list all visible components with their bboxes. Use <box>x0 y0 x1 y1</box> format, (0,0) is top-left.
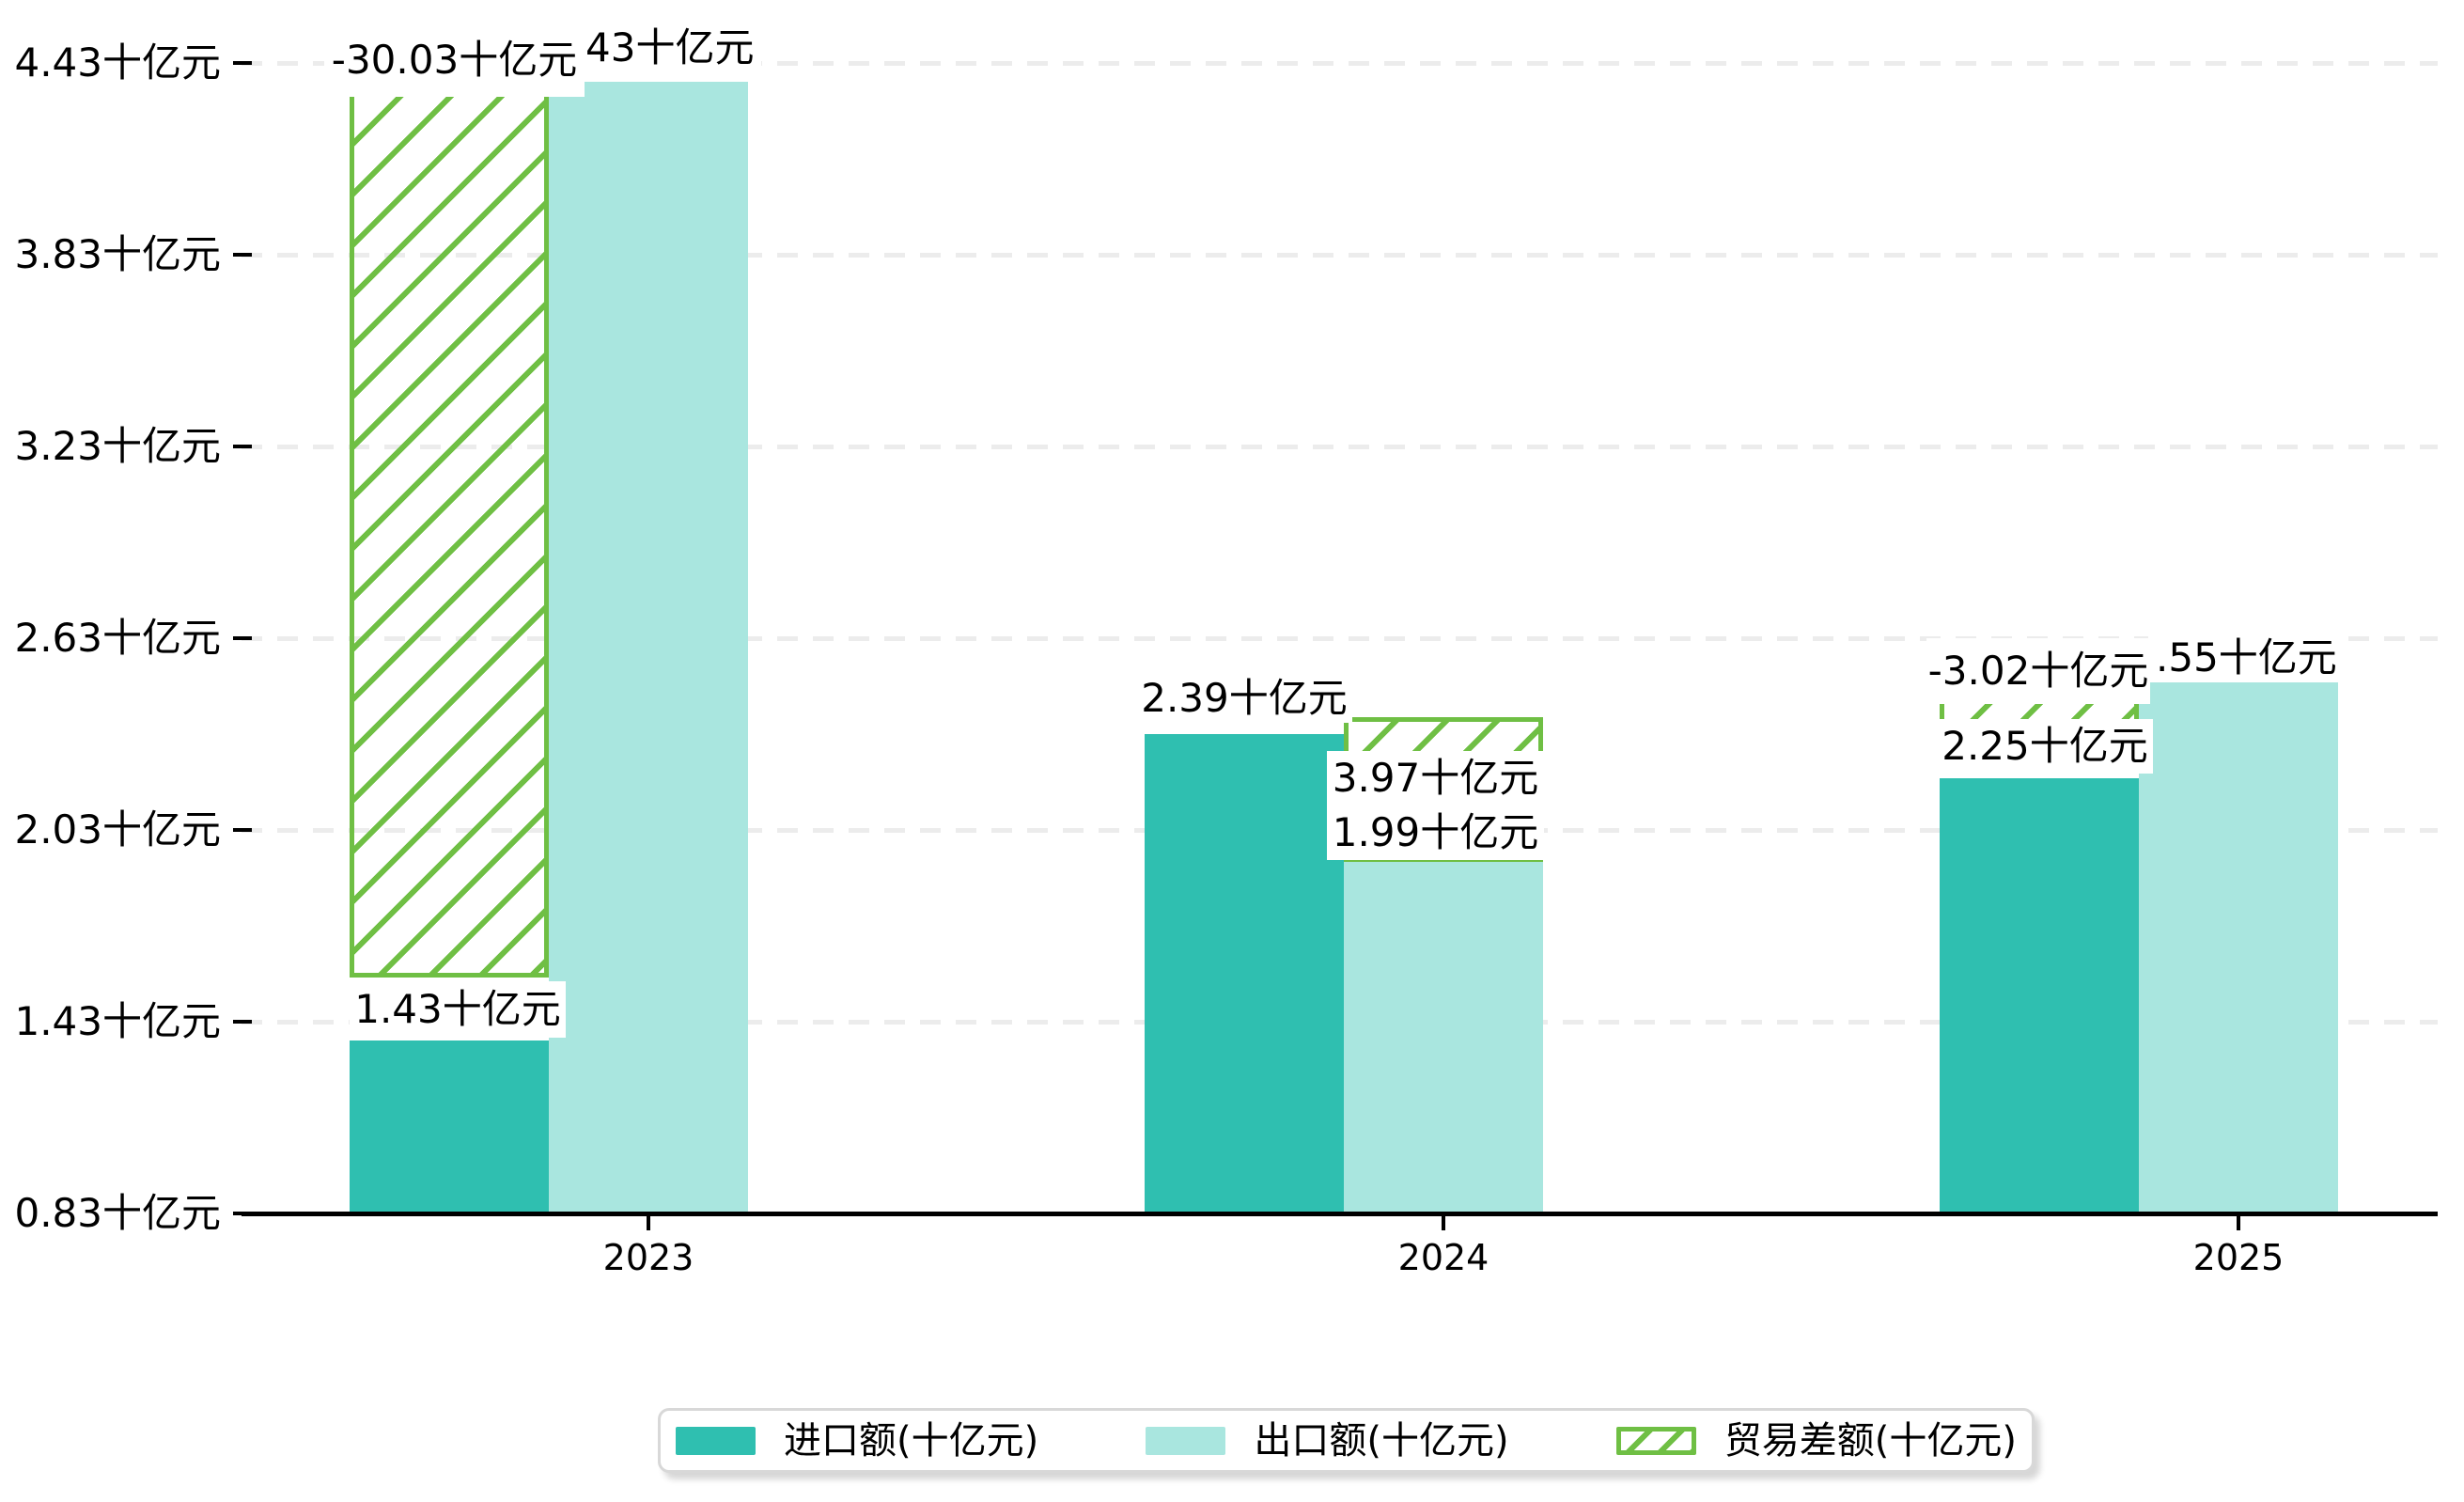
data-label-import-2024: 2.39十亿元 <box>1136 674 1352 723</box>
y-axis-tick-label-3: 2.63十亿元 <box>14 615 221 661</box>
legend-swatch-import <box>676 1426 756 1455</box>
x-axis-tick-label-0: 2023 <box>602 1237 694 1278</box>
y-axis-tick-label-0: 4.43十亿元 <box>14 39 221 86</box>
legend-swatch-balance <box>1615 1426 1696 1455</box>
data-label-export-2025: .55十亿元 <box>2148 634 2345 681</box>
y-axis-tick-label-5: 1.43十亿元 <box>14 998 221 1044</box>
x-axis-tick-label-2: 2025 <box>2192 1237 2285 1278</box>
legend-swatch-export <box>1146 1426 1226 1455</box>
data-label-balance-export-2024: 3.97十亿元 1.99十亿元 <box>1327 751 1544 860</box>
bar-import-2023 <box>350 1040 549 1213</box>
bar-export-2023 <box>549 82 748 1213</box>
y-axis-tick-0 <box>233 61 252 65</box>
bar-balance-2023 <box>350 91 549 978</box>
y-axis-tick-4 <box>233 828 252 832</box>
bar-export-2024 <box>1344 862 1543 1213</box>
x-axis-tick-1 <box>1442 1213 1445 1230</box>
data-label-export-2023: 43十亿元 <box>578 24 762 71</box>
legend-label-balance: 贸易差额(十亿元) <box>1723 1418 2017 1463</box>
x-axis-line <box>242 1212 2438 1216</box>
data-label-import-2025: 2.25十亿元 <box>1937 719 2153 774</box>
legend-label-export: 出口额(十亿元) <box>1254 1418 1509 1463</box>
y-axis-tick-label-2: 3.23十亿元 <box>14 423 221 469</box>
x-axis-tick-2 <box>2237 1213 2240 1230</box>
data-label-balance-2025: -3.02十亿元 <box>1926 638 2150 704</box>
y-axis-tick-label-1: 3.83十亿元 <box>14 231 221 277</box>
legend-item-balance: 贸易差额(十亿元) <box>1615 1418 2017 1463</box>
gridline-1 <box>242 253 2438 258</box>
legend: 进口额(十亿元) 出口额(十亿元) 贸易差额(十亿元) <box>658 1408 2035 1473</box>
y-axis-tick-label-6: 0.83十亿元 <box>14 1190 221 1236</box>
gridline-2 <box>242 445 2438 449</box>
y-axis-tick-label-4: 2.03十亿元 <box>14 806 221 853</box>
x-axis-tick-0 <box>647 1213 650 1230</box>
gridline-3 <box>242 636 2438 641</box>
y-axis-tick-5 <box>233 1020 252 1024</box>
y-axis-tick-1 <box>233 253 252 257</box>
data-label-balance-export-2024-line-0: 3.97十亿元 <box>1332 755 1539 801</box>
bar-import-2025 <box>1940 778 2139 1213</box>
y-axis-tick-3 <box>233 636 252 640</box>
data-label-import-2023: 1.43十亿元 <box>350 981 566 1038</box>
y-axis-tick-2 <box>233 445 252 448</box>
data-label-balance-export-2024-line-1: 1.99十亿元 <box>1332 809 1539 855</box>
data-label-balance-2023: -30.03十亿元 <box>324 23 585 97</box>
bar-export-2025 <box>2139 682 2338 1213</box>
bar-import-2024 <box>1145 734 1344 1213</box>
legend-item-export: 出口额(十亿元) <box>1146 1418 1509 1463</box>
legend-item-import: 进口额(十亿元) <box>676 1418 1038 1463</box>
legend-label-import: 进口额(十亿元) <box>784 1418 1039 1463</box>
gridline-0 <box>242 61 2438 66</box>
x-axis-tick-label-1: 2024 <box>1397 1237 1489 1278</box>
